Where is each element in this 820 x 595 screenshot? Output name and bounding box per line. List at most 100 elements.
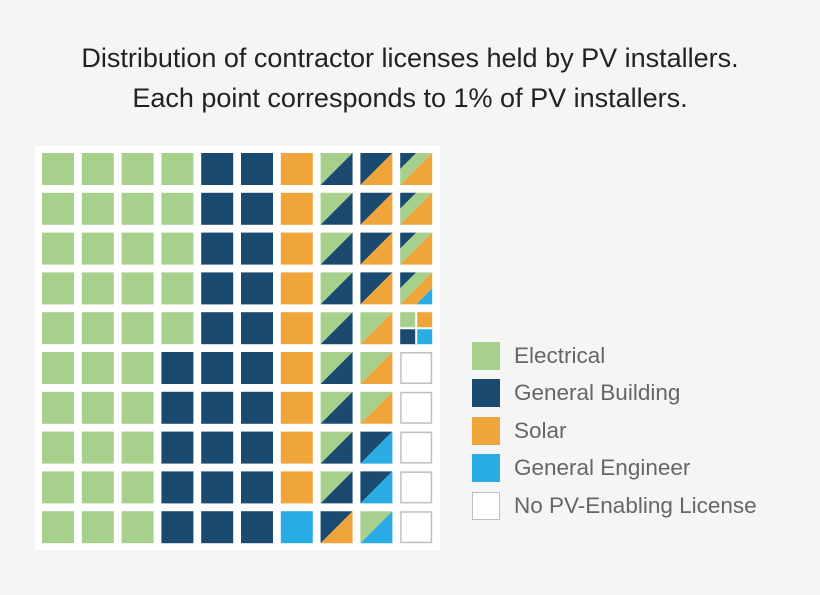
waffle-cell: [280, 272, 313, 305]
waffle-cell-part: [320, 232, 353, 265]
legend-label-no-license: No PV-Enabling License: [514, 492, 757, 518]
waffle-cell: [161, 352, 194, 384]
waffle-cell-fill: [81, 471, 114, 504]
waffle-cell: [161, 192, 194, 225]
waffle-cell-fill: [121, 232, 154, 265]
waffle-cell: [280, 192, 313, 225]
waffle-cell-part: [400, 232, 433, 265]
waffle-cell: [201, 272, 234, 305]
waffle-cell-part: [360, 391, 393, 424]
waffle-cell: [320, 391, 353, 424]
waffle-cell: [360, 352, 393, 384]
waffle-cell-part: [320, 153, 353, 185]
waffle-cell-fill: [42, 431, 74, 464]
waffle-cell-fill: [400, 471, 433, 504]
waffle-cell: [241, 431, 273, 464]
waffle-cell-fill: [280, 431, 313, 464]
waffle-cell: [360, 272, 393, 305]
waffle-cell-part: [320, 431, 353, 464]
waffle-cell: [241, 511, 273, 544]
waffle-cell: [360, 391, 393, 424]
waffle-cell: [121, 471, 154, 504]
waffle-cell: [280, 352, 313, 384]
waffle-cell: [400, 511, 433, 544]
waffle-cell: [42, 431, 74, 464]
waffle-cell-fill: [81, 232, 114, 265]
waffle-cell-part: [400, 272, 433, 305]
legend-swatch-general-engineer: [472, 454, 500, 483]
waffle-cell-fill: [280, 232, 313, 265]
waffle-cell: [400, 352, 433, 384]
waffle-cell-fill: [280, 272, 313, 305]
legend-label-solar: Solar: [514, 417, 567, 443]
waffle-cell-fill: [81, 352, 114, 384]
waffle-cell: [81, 272, 114, 305]
legend-label-general-engineer: General Engineer: [514, 455, 691, 481]
legend-item-general-building: General Building: [472, 375, 757, 413]
waffle-cell: [280, 391, 313, 424]
waffle-cell-fill: [161, 192, 194, 225]
waffle-cell: [320, 352, 353, 384]
waffle-cell-fill: [81, 431, 114, 464]
waffle-cell: [201, 431, 234, 464]
waffle-cell-fill: [121, 511, 154, 544]
waffle-cell: [121, 272, 154, 305]
waffle-cell: [161, 511, 194, 544]
waffle-cell-fill: [42, 391, 74, 424]
waffle-cell: [161, 232, 194, 265]
waffle-cell: [400, 471, 433, 504]
waffle-cell: [42, 352, 74, 384]
waffle-cell-part: [360, 153, 393, 185]
waffle-cell-part: [360, 312, 393, 345]
waffle-cell-part: [320, 272, 353, 305]
waffle-cell-fill: [280, 153, 313, 185]
waffle-cell: [360, 192, 393, 225]
waffle-cell: [241, 232, 273, 265]
waffle-cell-fill: [121, 471, 154, 504]
waffle-cell: [280, 232, 313, 265]
waffle-cell: [161, 391, 194, 424]
waffle-cell-fill: [81, 312, 114, 345]
waffle-cell: [81, 192, 114, 225]
waffle-cell: [201, 391, 234, 424]
waffle-cell: [360, 471, 393, 504]
waffle-cell-fill: [161, 431, 194, 464]
waffle-cell: [241, 352, 273, 384]
waffle-cell-fill: [241, 153, 273, 185]
legend-swatch-no-license: [472, 491, 500, 520]
waffle-cell-part: [400, 328, 417, 345]
waffle-cell-part: [360, 312, 393, 345]
waffle-cell-part: [320, 352, 353, 384]
waffle-cell-fill: [121, 431, 154, 464]
waffle-cell-part: [360, 431, 393, 464]
waffle-cell-fill: [81, 153, 114, 185]
waffle-cell: [201, 192, 234, 225]
waffle-cell-fill: [161, 471, 194, 504]
waffle-cell: [241, 272, 273, 305]
waffle-cell-fill: [161, 511, 194, 544]
waffle-cell-part: [400, 232, 417, 249]
waffle-cell: [81, 153, 114, 185]
waffle-cell: [320, 312, 353, 345]
waffle-cell: [81, 312, 114, 345]
waffle-cell-part: [360, 391, 393, 424]
waffle-cell-fill: [121, 272, 154, 305]
waffle-cell-fill: [400, 352, 433, 384]
waffle-cell: [121, 511, 154, 544]
waffle-cell-fill: [121, 312, 154, 345]
waffle-cell: [320, 192, 353, 225]
waffle-cell-part: [416, 312, 433, 329]
waffle-cell-fill: [241, 192, 273, 225]
waffle-cell: [42, 312, 74, 345]
waffle-cell: [201, 153, 234, 185]
waffle-cell: [201, 511, 234, 544]
waffle-cell-part: [400, 192, 417, 209]
waffle-cell: [81, 352, 114, 384]
waffle-cell-fill: [42, 312, 74, 345]
waffle-cell: [161, 431, 194, 464]
waffle-cell-part: [320, 192, 353, 225]
waffle-cell-part: [320, 312, 353, 345]
waffle-cell: [400, 232, 433, 265]
waffle-panel: [35, 146, 440, 550]
waffle-cell: [201, 471, 234, 504]
